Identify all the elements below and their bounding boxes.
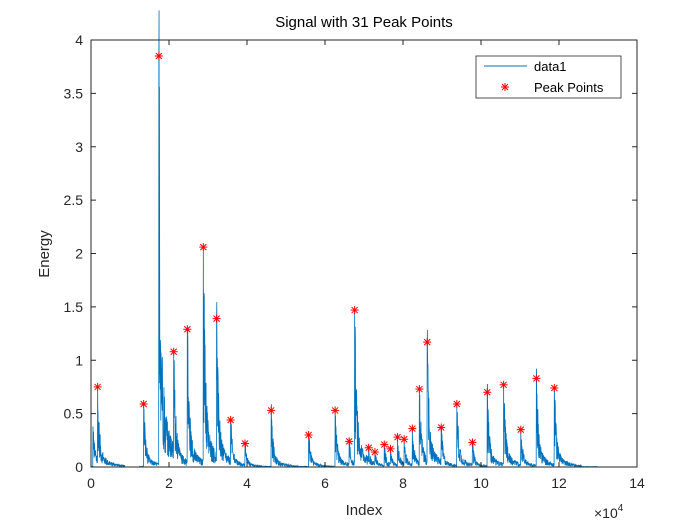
y-tick-label: 3 — [75, 139, 83, 155]
series-data1-line — [90, 10, 599, 469]
peak-point — [364, 443, 373, 452]
peak-point — [393, 433, 402, 442]
x-tick-label: 14 — [629, 475, 645, 491]
y-axis-ticks: 0 0.5 1 1.5 2 2.5 3 3.5 4 — [64, 32, 637, 475]
legend-marker-swatch — [501, 83, 509, 91]
legend-entry-peak-points: Peak Points — [534, 80, 604, 95]
x-tick-label: 2 — [165, 475, 173, 491]
y-tick-label: 4 — [75, 32, 83, 48]
peak-point — [452, 400, 461, 409]
y-tick-label: 2.5 — [64, 192, 84, 208]
peak-point — [331, 406, 340, 415]
y-tick-label: 3.5 — [64, 85, 84, 101]
peak-point — [386, 444, 395, 453]
peak-point — [550, 384, 559, 392]
peak-point — [267, 406, 276, 415]
peak-point — [93, 382, 102, 391]
peak-point — [499, 380, 508, 389]
x-tick-label: 10 — [473, 475, 489, 491]
y-tick-label: 0 — [75, 459, 83, 475]
x-axis-exponent-base: ×10 — [594, 505, 618, 521]
peak-point — [350, 306, 359, 315]
x-tick-label: 6 — [321, 475, 329, 491]
x-axis-ticks: 0 2 4 6 8 10 12 14 — [87, 40, 645, 491]
peak-layer — [93, 52, 559, 457]
y-tick-label: 1.5 — [64, 299, 84, 315]
peak-point — [154, 52, 163, 61]
peak-point — [468, 438, 477, 447]
legend: data1 Peak Points — [475, 55, 622, 99]
y-tick-label: 1 — [75, 352, 83, 368]
peak-point — [241, 439, 250, 448]
y-axis-label: Energy — [36, 230, 53, 278]
peak-point — [423, 338, 432, 347]
x-tick-label: 0 — [87, 475, 95, 491]
x-axis-exponent: ×104 — [594, 503, 624, 521]
legend-entry-data1: data1 — [534, 59, 567, 74]
signal-layer — [90, 10, 599, 469]
peak-point — [370, 448, 379, 457]
peak-point — [516, 425, 525, 434]
peak-point — [304, 430, 313, 439]
x-axis-exponent-power: 4 — [618, 503, 624, 514]
peak-point — [437, 423, 446, 432]
x-tick-label: 4 — [243, 475, 251, 491]
plot-area — [90, 10, 599, 469]
peak-point — [408, 424, 417, 433]
peak-point — [532, 374, 541, 383]
chart-title: Signal with 31 Peak Points — [275, 14, 453, 31]
x-axis-label: Index — [346, 502, 383, 519]
peak-point — [483, 388, 492, 397]
peak-point — [199, 243, 208, 252]
peak-point — [400, 435, 409, 444]
peak-point — [380, 440, 389, 449]
peak-point — [345, 437, 354, 446]
peak-point — [212, 314, 221, 323]
legend-box — [475, 55, 622, 99]
peak-point — [169, 347, 178, 356]
peak-point — [415, 385, 424, 394]
peak-point — [226, 416, 235, 425]
y-tick-label: 0.5 — [64, 406, 84, 422]
x-tick-label: 8 — [399, 475, 407, 491]
peak-point — [139, 400, 148, 409]
peak-point — [183, 325, 192, 334]
y-tick-label: 2 — [75, 246, 83, 262]
x-tick-label: 12 — [551, 475, 567, 491]
